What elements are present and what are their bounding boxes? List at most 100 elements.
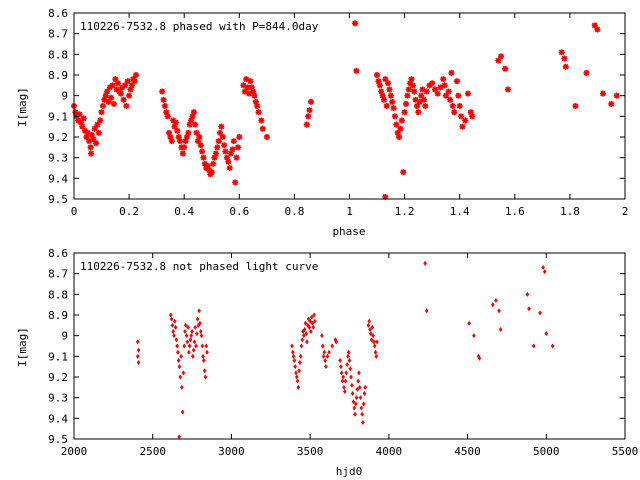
unphased-data-point xyxy=(309,314,314,320)
unphased-data-point xyxy=(188,337,193,343)
phased-data-point xyxy=(504,86,511,93)
phased-data-point xyxy=(449,103,456,109)
phased-data-point xyxy=(164,113,171,120)
phased-data-point xyxy=(583,69,590,76)
unphased-data-point xyxy=(323,357,327,363)
phased-data-point xyxy=(385,80,392,87)
unphased-x-axis-label: hjd0 xyxy=(336,465,363,478)
unphased-y-tick-label: 9.4 xyxy=(48,412,68,425)
phased-data-point xyxy=(431,86,438,93)
unphased-data-point xyxy=(346,353,350,359)
phased-data-point xyxy=(210,160,217,167)
unphased-data-point xyxy=(343,378,348,384)
phased-data-point xyxy=(408,76,415,83)
unphased-data-point xyxy=(202,368,207,374)
phased-data-point xyxy=(613,92,620,99)
phased-data-point xyxy=(99,103,106,109)
phased-plot-frame xyxy=(73,12,626,200)
unphased-data-point xyxy=(342,388,347,394)
unphased-data-point xyxy=(169,312,173,318)
unphased-points xyxy=(135,260,555,440)
phased-data-point xyxy=(117,90,124,97)
phased-data-point xyxy=(196,134,203,140)
phased-data-point xyxy=(131,78,138,85)
phased-data-point xyxy=(374,72,381,78)
unphased-y-tick-label: 9.3 xyxy=(48,392,68,405)
phased-data-point xyxy=(453,78,460,85)
phased-data-point xyxy=(376,82,383,89)
phased-y-tick-label: 8.9 xyxy=(48,69,68,82)
unphased-y-tick-label: 9.2 xyxy=(48,371,68,384)
unphased-data-point xyxy=(295,378,300,384)
unphased-data-point xyxy=(344,370,349,376)
unphased-data-point xyxy=(325,353,330,359)
unphased-data-point xyxy=(185,339,190,345)
phased-data-point xyxy=(179,150,186,157)
phased-data-point xyxy=(232,179,239,186)
unphased-data-point xyxy=(203,374,208,380)
phased-data-point xyxy=(174,127,181,134)
phased-data-point xyxy=(469,113,476,120)
phased-data-point xyxy=(233,154,240,161)
unphased-data-point xyxy=(358,395,363,401)
unphased-data-point xyxy=(368,326,372,332)
phased-data-point xyxy=(254,103,261,109)
unphased-data-point xyxy=(345,362,349,368)
phased-data-point xyxy=(229,146,236,153)
unphased-data-point xyxy=(372,343,377,349)
unphased-data-point xyxy=(320,343,325,349)
unphased-data-point xyxy=(374,353,379,359)
unphased-data-point xyxy=(339,364,343,370)
unphased-data-point xyxy=(355,386,360,392)
phased-data-point xyxy=(197,142,204,149)
phased-data-point xyxy=(218,123,225,130)
phased-data-point xyxy=(422,103,429,109)
phased-data-point xyxy=(168,138,175,145)
phased-data-point xyxy=(440,76,447,83)
phased-x-tick-label: 0.4 xyxy=(174,205,194,218)
unphased-y-tick-label: 8.8 xyxy=(48,288,68,301)
unphased-data-point xyxy=(320,333,324,339)
phased-data-point xyxy=(230,138,237,145)
phased-data-point xyxy=(221,142,228,149)
unphased-data-point xyxy=(494,298,498,304)
unphased-data-point xyxy=(184,333,189,339)
phased-data-point xyxy=(126,92,133,99)
unphased-plot-title: 110226-7532.8 not phased light curve xyxy=(80,260,318,273)
unphased-data-point xyxy=(424,308,429,314)
phased-y-tick-label: 9 xyxy=(61,90,68,103)
phased-data-point xyxy=(185,129,192,136)
unphased-x-tick-label: 5500 xyxy=(612,445,639,458)
phased-data-point xyxy=(76,111,83,118)
phased-data-point xyxy=(95,129,102,136)
phased-data-point xyxy=(215,138,222,145)
unphased-x-tick-label: 5000 xyxy=(533,445,560,458)
phased-x-tick-label: 0 xyxy=(71,205,78,218)
unphased-data-point xyxy=(490,302,495,308)
unphased-data-point xyxy=(191,347,196,353)
phased-data-point xyxy=(193,129,200,136)
phased-data-point xyxy=(594,26,601,33)
unphased-data-point xyxy=(303,320,308,326)
unphased-data-point xyxy=(341,374,346,380)
unphased-data-point xyxy=(373,349,378,355)
unphased-data-point xyxy=(174,337,179,343)
phased-data-point xyxy=(259,125,266,132)
unphased-data-point xyxy=(498,326,503,332)
unphased-data-point xyxy=(177,364,182,370)
phased-data-point xyxy=(225,158,232,165)
phased-data-point xyxy=(400,169,407,176)
phased-data-point xyxy=(108,94,115,101)
phased-x-tick-label: 1.4 xyxy=(450,205,470,218)
phased-data-point xyxy=(393,121,400,128)
unphased-data-point xyxy=(176,357,181,363)
phased-data-point xyxy=(98,109,105,116)
unphased-data-point xyxy=(195,316,200,322)
unphased-x-tick-label: 3500 xyxy=(297,445,324,458)
phased-data-point xyxy=(87,144,94,151)
unphased-data-point xyxy=(352,405,357,411)
phased-data-point xyxy=(263,134,270,140)
unphased-data-point xyxy=(173,324,178,330)
phased-data-point xyxy=(219,134,226,140)
unphased-data-point xyxy=(542,269,547,275)
